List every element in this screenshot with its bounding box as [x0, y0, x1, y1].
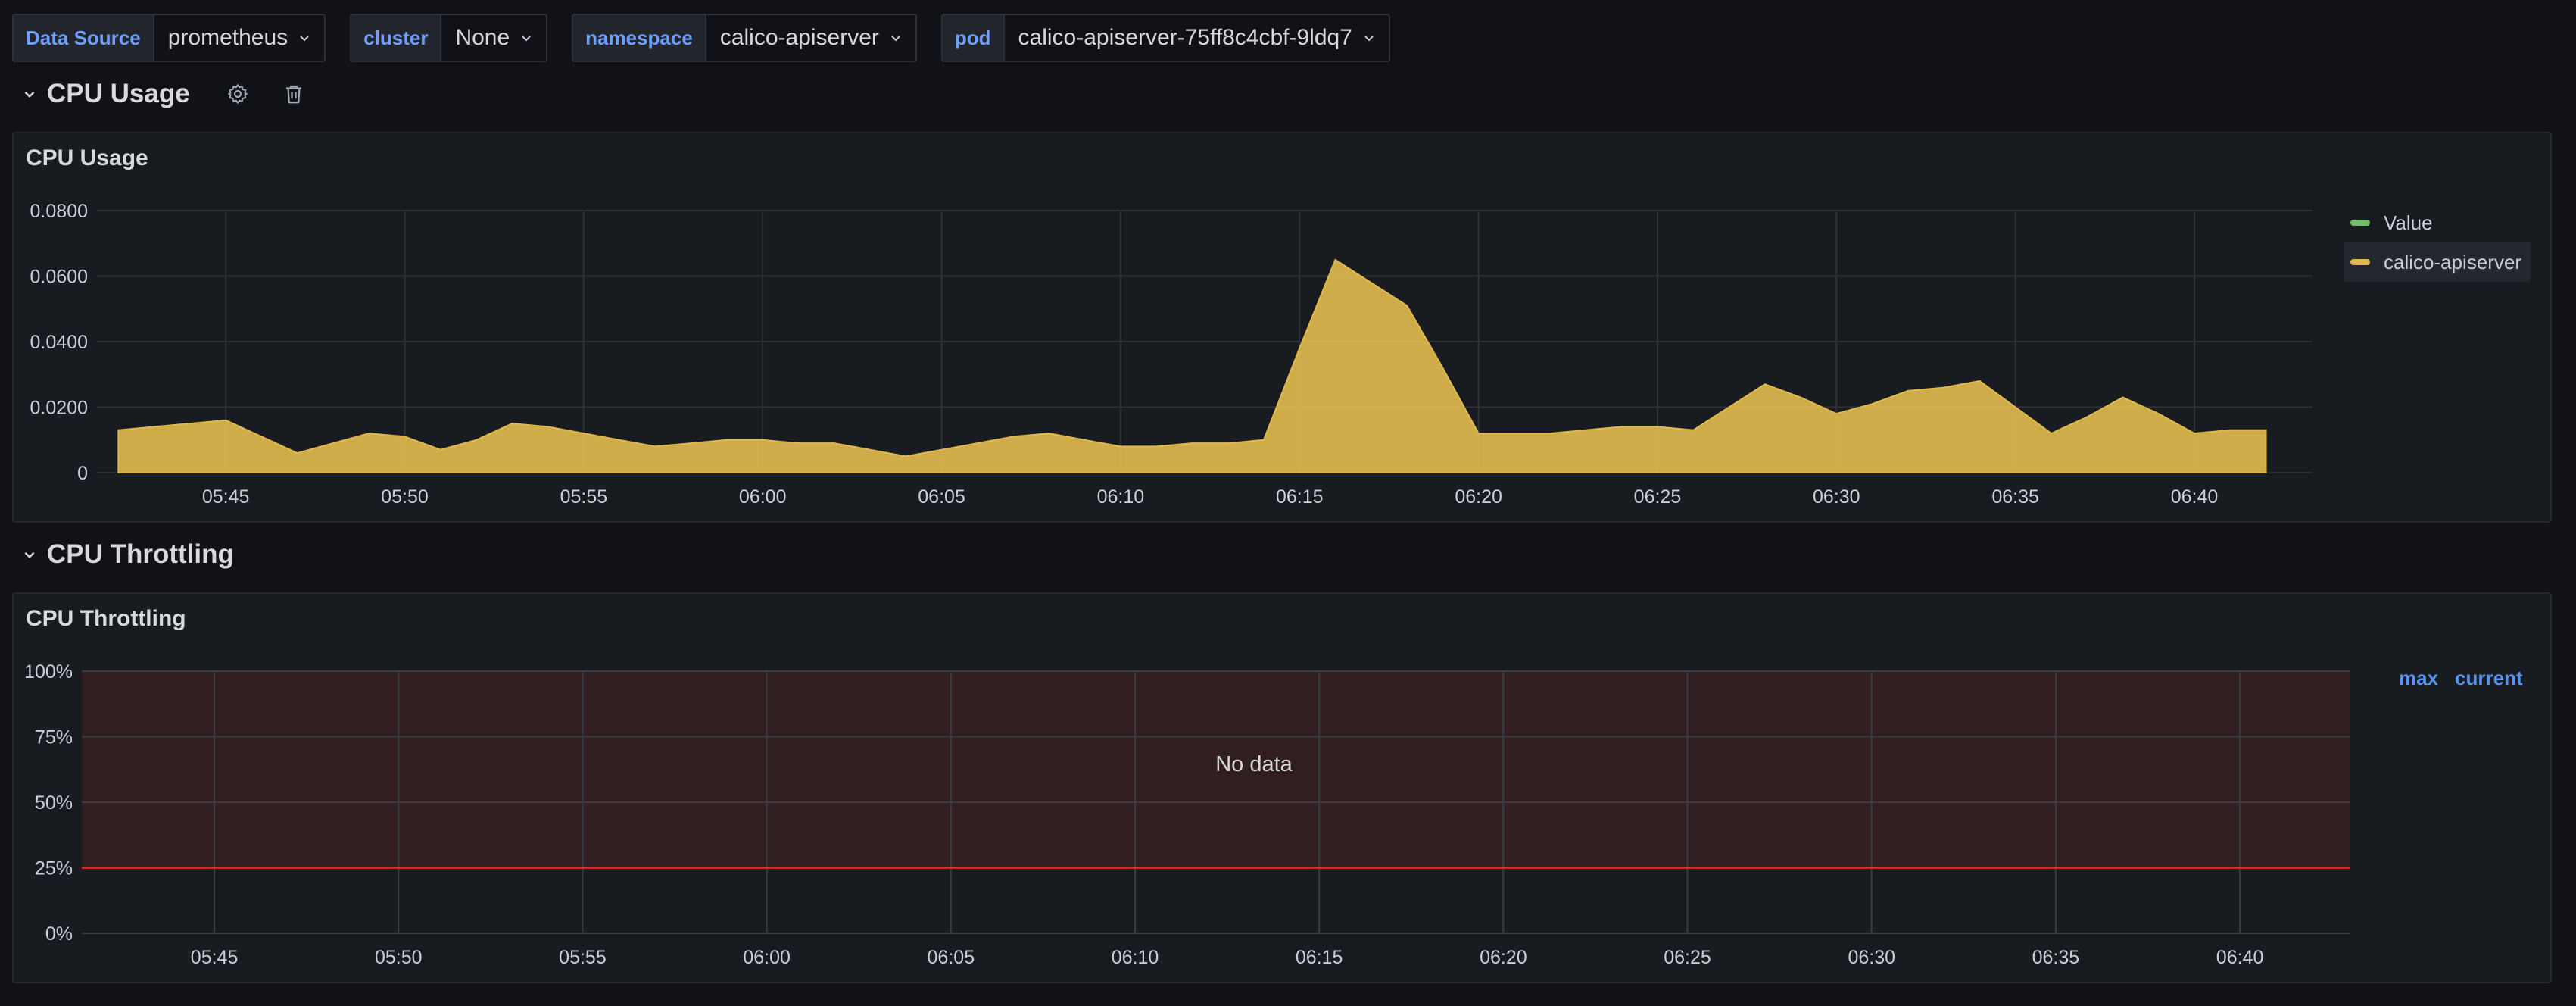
chevron-down-icon	[1364, 36, 1374, 42]
namespace-select[interactable]: calico-apiserver	[706, 14, 917, 62]
x-tick-label: 05:55	[560, 486, 608, 508]
x-tick-label: 06:30	[1848, 947, 1895, 968]
x-tick-label: 06:05	[928, 947, 975, 968]
variable-label-pod: pod	[940, 14, 1005, 62]
panel-title: CPU Usage	[26, 145, 148, 170]
x-tick-label: 06:35	[2032, 947, 2080, 968]
legend-swatch	[2350, 220, 2370, 226]
x-tick-label: 06:05	[918, 486, 965, 508]
y-tick-label: 100%	[24, 661, 73, 683]
variable-label-cluster: cluster	[350, 14, 442, 62]
namespace-value: calico-apiserver	[719, 25, 879, 50]
x-tick-label: 06:30	[1813, 486, 1860, 508]
y-tick-label: 75%	[35, 727, 73, 748]
variable-label-datasource: Data Source	[12, 14, 154, 62]
x-tick-label: 06:00	[739, 486, 787, 508]
row-title[interactable]: CPU Usage	[47, 79, 190, 108]
x-tick-label: 06:35	[1991, 486, 2039, 508]
chevron-down-icon	[891, 36, 900, 42]
y-tick-label: 0.0600	[30, 267, 88, 288]
y-tick-label: 50%	[35, 792, 73, 814]
x-tick-label: 06:40	[2216, 947, 2264, 968]
x-tick-label: 05:45	[202, 486, 250, 508]
x-tick-label: 06:10	[1112, 947, 1159, 968]
no-data-message: No data	[1215, 752, 1293, 776]
y-tick-label: 0%	[45, 923, 73, 945]
x-tick-label: 06:20	[1480, 947, 1527, 968]
legend-swatch	[2350, 259, 2370, 265]
chevron-down-icon	[522, 36, 531, 42]
row-header-cpu-usage[interactable]: CPU Usage	[23, 79, 305, 109]
row-header-cpu-throttling[interactable]: CPU Throttling	[23, 539, 234, 570]
x-tick-label: 06:40	[2171, 486, 2219, 508]
chevron-down-icon[interactable]	[23, 548, 36, 561]
series-area-calico-apiserver	[117, 258, 2267, 473]
pod-select[interactable]: calico-apiserver-75ff8c4cbf-9ldq7	[1004, 14, 1390, 62]
panel-cpu-usage: CPU Usage 0 0.0200 0.0400 0.0600 0.0800 05:45…	[12, 132, 2552, 523]
y-tick-label: 25%	[35, 858, 73, 879]
datasource-select[interactable]: prometheus	[154, 14, 326, 62]
x-tick-label: 05:50	[375, 947, 423, 968]
legend: max current	[2399, 667, 2523, 690]
y-tick-label: 0.0400	[30, 332, 88, 353]
variable-label-namespace: namespace	[572, 14, 706, 62]
cpu-throttling-chart[interactable]: 0% 25% 50% 75% 100% 05:45 05:50 05:55 06:00 06:05…	[14, 594, 2376, 985]
template-variables-bar: Data Source prometheus cluster None name…	[12, 14, 1390, 62]
x-tick-label: 06:15	[1296, 947, 1343, 968]
legend-label: Value	[2384, 211, 2433, 234]
x-tick-label: 06:10	[1097, 486, 1145, 508]
x-tick-label: 05:50	[381, 486, 429, 508]
x-tick-label: 06:25	[1634, 486, 1682, 508]
x-tick-label: 06:20	[1455, 486, 1502, 508]
y-tick-label: 0.0800	[30, 201, 88, 222]
legend: Value calico-apiserver	[2344, 203, 2531, 282]
cluster-value: None	[455, 25, 510, 50]
x-tick-label: 06:15	[1276, 486, 1324, 508]
x-tick-label: 06:00	[743, 947, 791, 968]
chevron-down-icon[interactable]	[23, 87, 36, 101]
y-tick-label: 0.0200	[30, 398, 88, 419]
legend-header: max current	[2399, 667, 2523, 690]
panel-cpu-throttling: CPU Throttling 0% 25% 50% 75% 100% 05:45 05:50…	[12, 592, 2552, 983]
y-tick-label: 0	[77, 463, 88, 484]
x-tick-label: 05:45	[191, 947, 239, 968]
legend-sort-max[interactable]: max	[2399, 667, 2439, 689]
panel-title: CPU Throttling	[26, 606, 186, 631]
trash-icon[interactable]	[282, 83, 305, 105]
legend-item-calico-apiserver[interactable]: calico-apiserver	[2344, 242, 2531, 282]
cpu-usage-chart[interactable]: 0 0.0200 0.0400 0.0600 0.0800 05:45 05:50 05:55…	[14, 133, 2323, 524]
gear-icon[interactable]	[226, 83, 249, 105]
legend-sort-current[interactable]: current	[2455, 667, 2523, 689]
row-title[interactable]: CPU Throttling	[47, 539, 234, 569]
x-tick-label: 06:25	[1664, 947, 1711, 968]
pod-value: calico-apiserver-75ff8c4cbf-9ldq7	[1018, 25, 1352, 50]
cluster-select[interactable]: None	[441, 14, 548, 62]
datasource-value: prometheus	[167, 25, 288, 50]
legend-label: calico-apiserver	[2384, 250, 2522, 273]
threshold-region	[82, 671, 2350, 868]
chevron-down-icon	[300, 36, 309, 42]
x-tick-label: 05:55	[559, 947, 607, 968]
legend-item-value[interactable]: Value	[2344, 203, 2531, 242]
